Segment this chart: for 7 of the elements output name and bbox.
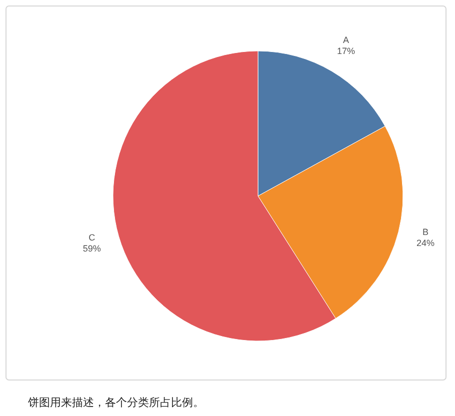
slice-label: B <box>422 227 429 238</box>
slice-label: A <box>343 35 350 46</box>
data-label: 17% <box>337 46 356 56</box>
data-label: 59% <box>82 243 101 254</box>
slice-label: C <box>88 232 96 242</box>
text: 饼图用来描述，各个分类所占比例。 <box>27 396 204 409</box>
data-label: 24% <box>416 238 435 248</box>
